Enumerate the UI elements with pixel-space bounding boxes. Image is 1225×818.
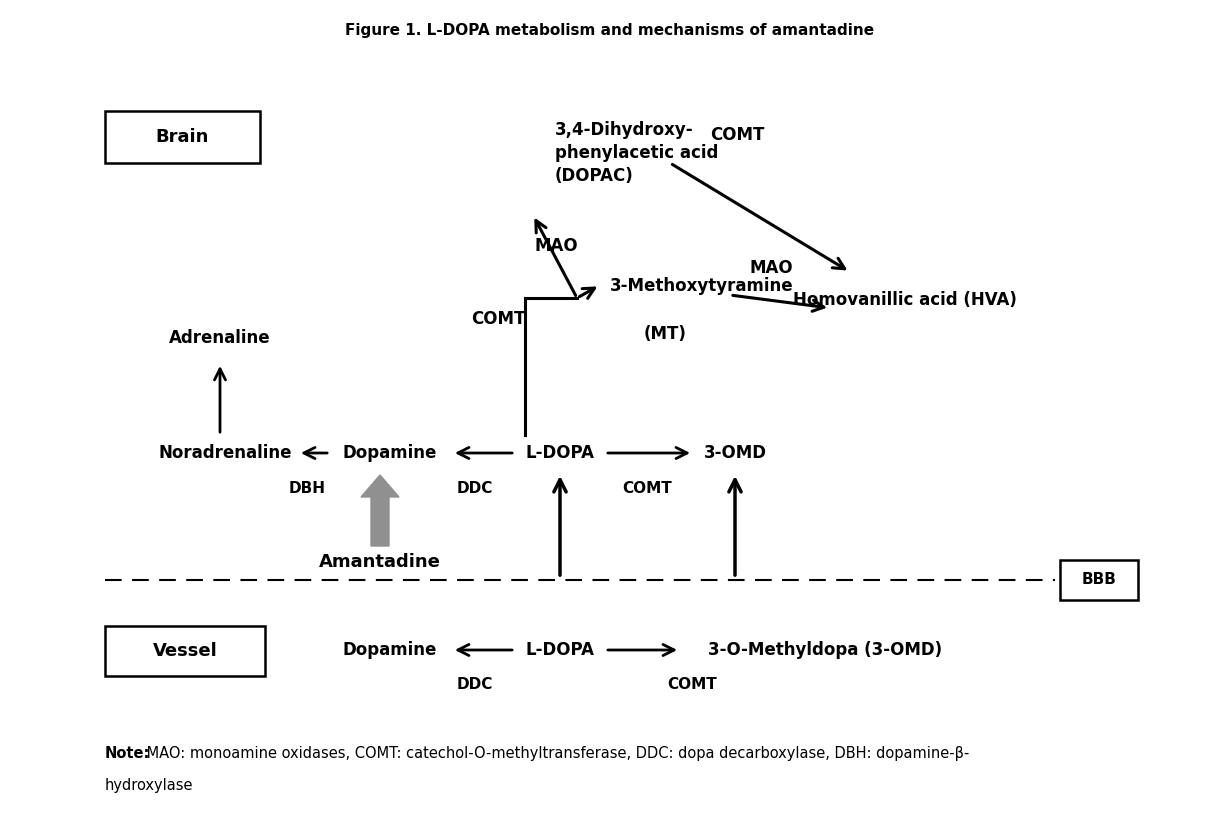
- Text: DDC: DDC: [457, 481, 494, 496]
- Text: 3-O-Methyldopa (3-OMD): 3-O-Methyldopa (3-OMD): [708, 641, 942, 659]
- Text: hydroxylase: hydroxylase: [105, 778, 194, 793]
- Text: BBB: BBB: [1082, 573, 1116, 587]
- Text: (MT): (MT): [643, 325, 686, 343]
- FancyBboxPatch shape: [105, 111, 260, 163]
- FancyBboxPatch shape: [105, 626, 265, 676]
- Text: Dopamine: Dopamine: [343, 444, 437, 462]
- Text: Vessel: Vessel: [153, 642, 217, 660]
- Text: Homovanillic acid (HVA): Homovanillic acid (HVA): [793, 291, 1017, 309]
- Text: COMT: COMT: [710, 126, 764, 144]
- Text: MAO: MAO: [750, 259, 794, 277]
- FancyArrow shape: [361, 475, 399, 546]
- Text: COMT: COMT: [622, 481, 673, 496]
- Text: Amantadine: Amantadine: [318, 553, 441, 571]
- Text: 3-Methoxytyramine: 3-Methoxytyramine: [610, 277, 794, 295]
- Text: MAO: monoamine oxidases, COMT: catechol-O-methyltransferase, DDC: dopa decarboxy: MAO: monoamine oxidases, COMT: catechol-…: [142, 746, 969, 761]
- Text: MAO: MAO: [535, 237, 578, 255]
- Text: DBH: DBH: [289, 481, 326, 496]
- Text: 3,4-Dihydroxy-
phenylacetic acid
(DOPAC): 3,4-Dihydroxy- phenylacetic acid (DOPAC): [555, 121, 718, 185]
- Text: Note:: Note:: [105, 746, 151, 761]
- FancyBboxPatch shape: [1060, 560, 1138, 600]
- Text: Brain: Brain: [156, 128, 209, 146]
- Text: DDC: DDC: [457, 677, 494, 692]
- Text: Figure 1. L-DOPA metabolism and mechanisms of amantadine: Figure 1. L-DOPA metabolism and mechanis…: [345, 23, 875, 38]
- Text: Noradrenaline: Noradrenaline: [158, 444, 292, 462]
- Text: L-DOPA: L-DOPA: [526, 641, 594, 659]
- Text: L-DOPA: L-DOPA: [526, 444, 594, 462]
- Text: Adrenaline: Adrenaline: [169, 329, 271, 347]
- Text: Dopamine: Dopamine: [343, 641, 437, 659]
- Text: COMT: COMT: [668, 677, 718, 692]
- Text: COMT: COMT: [472, 310, 526, 328]
- Text: 3-OMD: 3-OMD: [703, 444, 767, 462]
